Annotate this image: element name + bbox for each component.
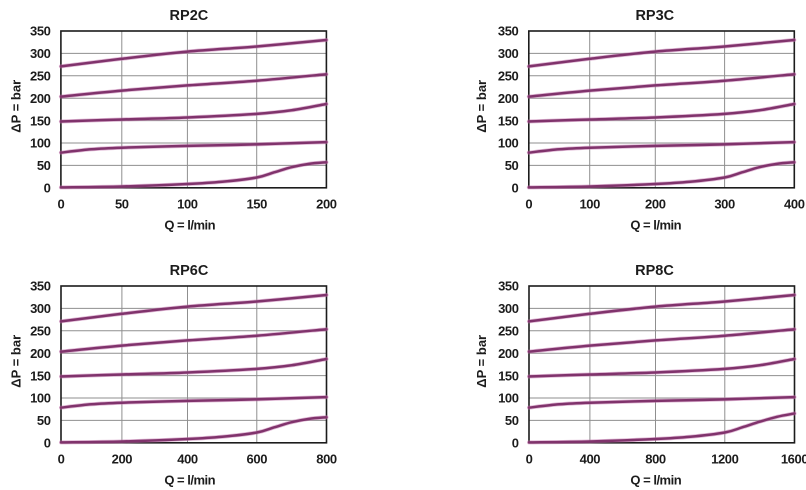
svg-text:0: 0 [57,196,64,211]
svg-text:400: 400 [580,451,601,466]
svg-text:150: 150 [498,368,519,383]
svg-text:350: 350 [498,24,519,39]
svg-text:350: 350 [498,279,519,294]
svg-text:150: 150 [498,113,519,128]
svg-text:250: 250 [30,324,51,339]
svg-text:0: 0 [44,436,51,451]
svg-text:1200: 1200 [711,451,738,466]
svg-text:50: 50 [115,196,129,211]
svg-text:RP3C: RP3C [635,8,674,24]
svg-text:RP2C: RP2C [170,8,209,24]
svg-text:100: 100 [30,136,51,151]
svg-text:200: 200 [30,346,51,361]
svg-text:100: 100 [579,196,600,211]
svg-text:100: 100 [498,391,519,406]
svg-text:200: 200 [316,196,337,211]
svg-text:800: 800 [645,451,666,466]
svg-text:400: 400 [177,451,198,466]
svg-text:100: 100 [30,391,51,406]
svg-text:250: 250 [30,69,51,84]
svg-text:300: 300 [30,301,51,316]
svg-text:100: 100 [498,136,519,151]
svg-text:100: 100 [177,196,198,211]
svg-text:150: 150 [30,113,51,128]
svg-text:300: 300 [498,301,519,316]
svg-text:400: 400 [784,196,805,211]
svg-text:ΔP = bar: ΔP = bar [474,335,489,388]
svg-text:800: 800 [316,451,337,466]
svg-text:150: 150 [30,368,51,383]
svg-text:300: 300 [498,46,519,61]
svg-text:0: 0 [44,181,51,196]
svg-text:600: 600 [247,451,268,466]
svg-text:50: 50 [37,158,51,173]
svg-text:200: 200 [498,91,519,106]
svg-text:300: 300 [714,196,735,211]
svg-text:0: 0 [512,436,519,451]
svg-text:RP6C: RP6C [170,263,209,279]
svg-text:350: 350 [30,24,51,39]
svg-text:1600: 1600 [781,451,806,466]
svg-text:ΔP = bar: ΔP = bar [9,80,24,133]
svg-text:50: 50 [37,413,51,428]
svg-text:300: 300 [30,46,51,61]
svg-text:0: 0 [525,196,532,211]
svg-text:ΔP = bar: ΔP = bar [474,80,489,133]
svg-text:0: 0 [58,451,65,466]
svg-text:200: 200 [30,91,51,106]
svg-text:50: 50 [505,158,519,173]
svg-text:Q = l/min: Q = l/min [630,473,681,488]
svg-text:250: 250 [498,324,519,339]
svg-text:250: 250 [498,69,519,84]
svg-text:RP8C: RP8C [635,263,674,279]
svg-text:200: 200 [498,346,519,361]
svg-text:350: 350 [30,279,51,294]
svg-text:Q = l/min: Q = l/min [630,218,681,233]
svg-text:Q = l/min: Q = l/min [164,473,215,488]
svg-text:200: 200 [112,451,133,466]
svg-text:0: 0 [512,181,519,196]
svg-text:Q = l/min: Q = l/min [164,218,215,233]
svg-text:50: 50 [505,413,519,428]
svg-text:0: 0 [526,451,533,466]
svg-text:200: 200 [645,196,666,211]
svg-text:150: 150 [246,196,267,211]
svg-text:ΔP = bar: ΔP = bar [9,335,24,388]
